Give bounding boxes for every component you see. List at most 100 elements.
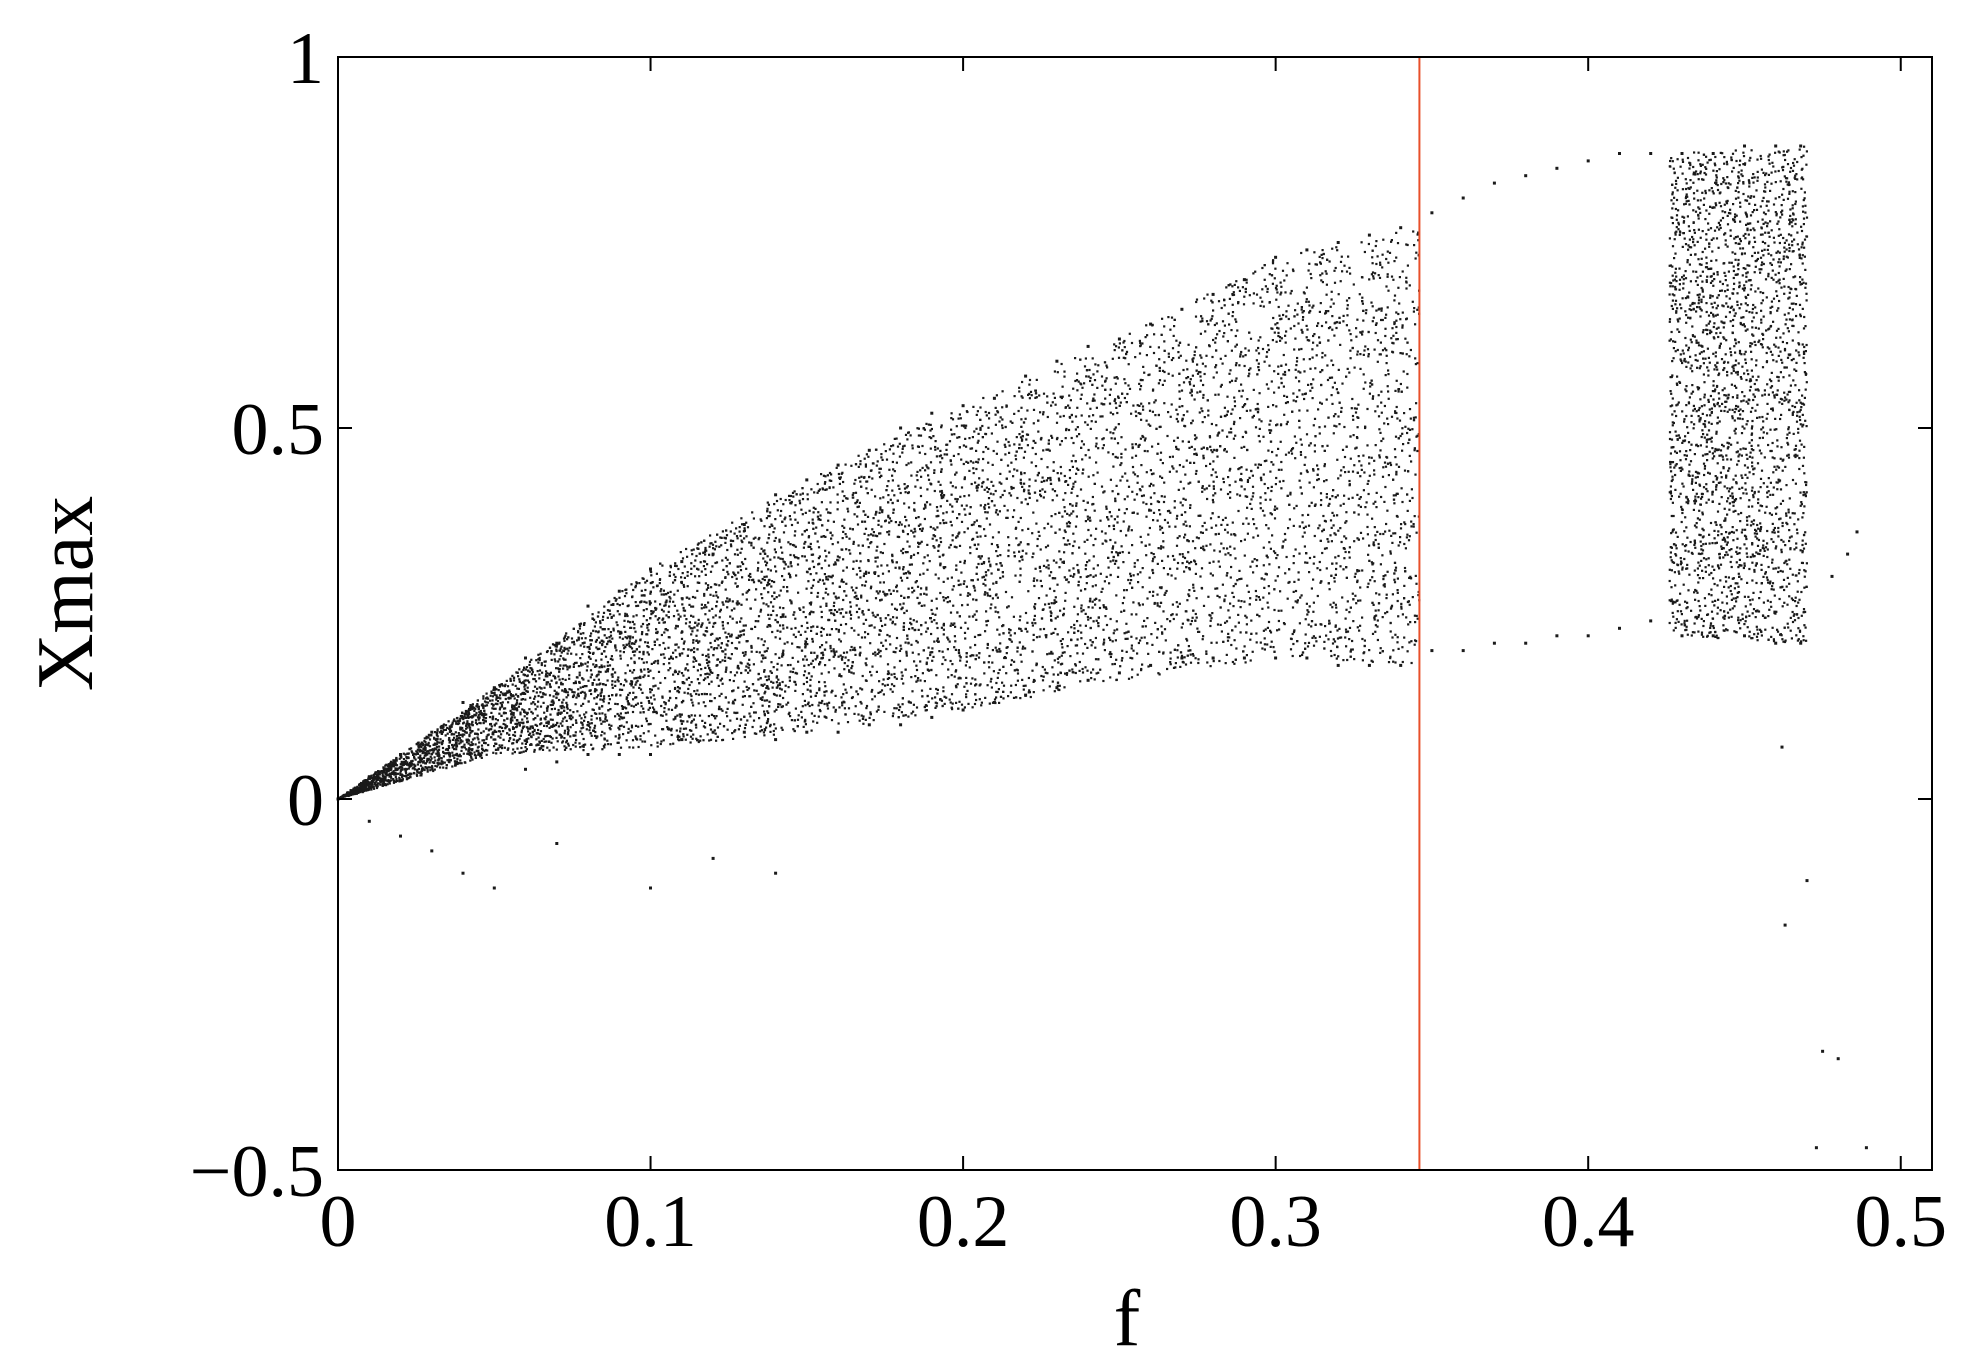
band-point (1027, 492, 1030, 495)
band-point (474, 719, 478, 722)
band-point (881, 551, 884, 555)
band-point (579, 691, 583, 694)
band-point (1401, 500, 1404, 504)
band-point (1342, 466, 1345, 469)
band-point (579, 657, 582, 660)
band-point (728, 599, 731, 602)
band-point (1122, 561, 1125, 564)
band-point (963, 476, 966, 479)
band-point (1171, 603, 1174, 606)
band-point (1399, 352, 1402, 355)
band-point (811, 521, 814, 524)
band-point (724, 656, 727, 659)
band-point (582, 642, 585, 645)
band-point (947, 668, 950, 671)
band-point (1398, 302, 1401, 305)
band-point (1197, 514, 1200, 517)
band-point (1094, 584, 1097, 587)
band-point (930, 620, 933, 623)
band-point (1071, 465, 1074, 468)
band-point (808, 509, 811, 512)
band-point (1050, 650, 1053, 653)
band-point (1247, 375, 1250, 378)
band-point (963, 580, 966, 583)
band-point (640, 600, 643, 603)
band-point (740, 547, 743, 550)
band-point (400, 756, 403, 759)
band-point (515, 693, 518, 696)
band-point (1401, 432, 1404, 435)
band-point (428, 761, 431, 764)
band-point (1301, 393, 1304, 396)
band-point (607, 743, 610, 746)
band-point (861, 584, 864, 587)
band-point (770, 661, 773, 664)
band-point (1343, 557, 1346, 560)
band-point (1345, 608, 1348, 611)
band-point (841, 524, 844, 528)
band-point (1020, 395, 1023, 398)
band-point (509, 709, 512, 712)
band-point (537, 736, 540, 739)
band-point (793, 544, 796, 547)
band-point (422, 760, 425, 763)
band-point (672, 742, 675, 745)
band-point (1362, 373, 1365, 376)
band-point (918, 451, 921, 454)
band-point (1402, 443, 1405, 446)
band-point (879, 508, 882, 511)
band-point (1234, 534, 1237, 537)
band-point (707, 664, 710, 667)
band-point (1401, 324, 1404, 327)
band-point (805, 637, 808, 640)
band-point (767, 568, 770, 571)
band-point (704, 604, 707, 607)
band-point (1361, 616, 1364, 619)
band-point (875, 549, 878, 552)
band-point (1178, 384, 1181, 387)
band-point (802, 682, 805, 686)
band-point (1403, 636, 1406, 639)
band-point (988, 417, 991, 420)
band-point (653, 708, 656, 711)
band-point (523, 674, 526, 677)
band-point (736, 600, 739, 603)
band-point (633, 654, 636, 657)
band-point (384, 779, 388, 782)
band-point (533, 748, 536, 752)
band-point (1094, 363, 1097, 366)
band-point (1319, 274, 1322, 277)
band-point (757, 693, 760, 696)
band-point (616, 712, 619, 716)
band-point (1137, 602, 1140, 605)
band-point (795, 672, 799, 675)
band-point (1075, 515, 1078, 518)
band-point (921, 444, 924, 448)
band-point (490, 711, 493, 714)
band-point (790, 523, 794, 527)
band-point (984, 432, 987, 435)
band-point (1121, 551, 1124, 554)
band-point (817, 580, 820, 583)
band-point (995, 394, 998, 397)
band-point (601, 730, 604, 733)
band-point (384, 775, 387, 779)
band-point (1123, 396, 1126, 400)
band-point (1063, 551, 1066, 554)
band-point (968, 615, 971, 618)
band-point (977, 458, 980, 461)
band-point (582, 749, 585, 752)
band-point (588, 647, 591, 650)
band-point (1374, 444, 1377, 447)
band-point (665, 719, 668, 722)
band-point (1301, 514, 1304, 517)
band-point (876, 535, 879, 538)
band-point (658, 621, 661, 624)
band-point (1086, 538, 1089, 541)
band-point (996, 596, 999, 599)
band-point (485, 753, 488, 756)
band-point (562, 717, 565, 720)
band-point (725, 711, 728, 714)
band-point (739, 630, 742, 633)
band-point (597, 678, 600, 681)
